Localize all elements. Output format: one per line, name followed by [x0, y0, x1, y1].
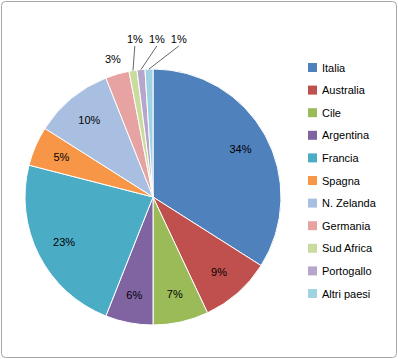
legend-label: Italia [322, 62, 346, 74]
legend-label: N. Zelanda [322, 197, 377, 209]
data-label: 7% [167, 288, 183, 300]
legend-item: N. Zelanda [308, 197, 377, 209]
legend-label: Argentina [322, 129, 370, 141]
data-label: 6% [126, 289, 142, 301]
legend-swatch [308, 153, 317, 162]
legend-label: Altri paesi [322, 288, 370, 300]
data-label: 23% [53, 236, 75, 248]
legend-label: Spagna [322, 175, 361, 187]
legend-item: Altri paesi [308, 288, 370, 300]
data-label: 5% [53, 151, 69, 163]
legend-label: Cile [322, 107, 341, 119]
data-label: 9% [211, 266, 227, 278]
legend-swatch [308, 266, 317, 275]
legend-label: Francia [322, 152, 360, 164]
legend-label: Germania [322, 220, 371, 232]
pie [25, 69, 281, 325]
legend-item: Australia [308, 84, 366, 96]
data-label: 1% [149, 33, 165, 45]
legend-item: Sud Africa [308, 242, 373, 254]
legend-item: Francia [308, 152, 360, 164]
legend-swatch [308, 63, 317, 72]
leader-line [141, 46, 157, 70]
legend-label: Sud Africa [322, 242, 373, 254]
legend-item: Argentina [308, 129, 370, 141]
legend-swatch [308, 244, 317, 253]
data-labels: 34% 9% 7% 6% 23% 5% 10% 3% 1% 1% 1% [53, 33, 252, 301]
pie-slice [137, 69, 153, 197]
data-label: 34% [229, 143, 251, 155]
legend-item: Italia [308, 62, 346, 74]
legend-item: Spagna [308, 175, 361, 187]
legend: Italia Australia Cile Argentina Francia Spagn… [308, 62, 377, 300]
legend-swatch [308, 86, 317, 95]
legend-label: Portogallo [322, 265, 372, 277]
legend-item: Germania [308, 220, 371, 232]
pie-slice [153, 197, 208, 325]
leader-line [149, 46, 179, 69]
legend-swatch [308, 131, 317, 140]
data-label: 3% [105, 53, 121, 65]
legend-item: Portogallo [308, 265, 372, 277]
legend-swatch [308, 289, 317, 298]
data-label: 1% [171, 33, 187, 45]
legend-swatch [308, 221, 317, 230]
data-label: 1% [127, 33, 143, 45]
legend-item: Cile [308, 107, 341, 119]
pie-slice [145, 69, 153, 197]
legend-label: Australia [322, 84, 366, 96]
legend-swatch [308, 108, 317, 117]
legend-swatch [308, 176, 317, 185]
leader-line [133, 46, 135, 71]
legend-swatch [308, 199, 317, 208]
data-label: 10% [78, 114, 100, 126]
chart: 34% 9% 7% 6% 23% 5% 10% 3% 1% 1% 1% Italia Australia… [0, 0, 398, 359]
chart-frame [2, 2, 397, 358]
